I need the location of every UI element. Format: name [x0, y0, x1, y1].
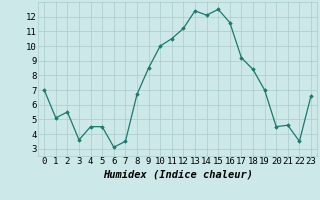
X-axis label: Humidex (Indice chaleur): Humidex (Indice chaleur): [103, 169, 252, 179]
